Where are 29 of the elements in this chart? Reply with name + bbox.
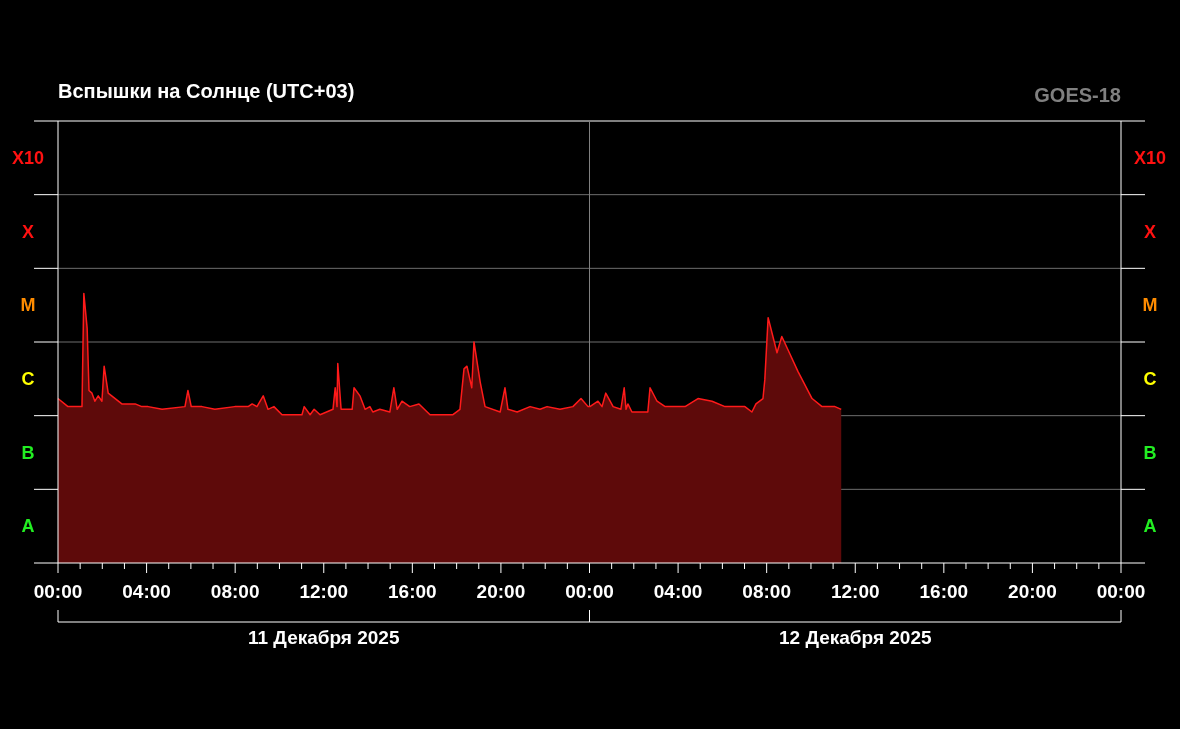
text: A bbox=[21, 516, 35, 537]
x-tick-label: 04:00 bbox=[122, 581, 171, 602]
x-tick-label: 16:00 bbox=[388, 581, 437, 602]
text: M bbox=[20, 295, 36, 316]
x-tick-label: 12:00 bbox=[299, 581, 349, 602]
text: X bbox=[21, 221, 35, 242]
text: C bbox=[21, 369, 35, 390]
text: C bbox=[1143, 369, 1157, 390]
chart-subtitle: GOES-18 bbox=[1034, 84, 1121, 106]
x-tick-label: 20:00 bbox=[476, 581, 526, 602]
chart-title: Вспышки на Солнце (UTC+03) bbox=[58, 80, 355, 102]
x-tick-label: 16:00 bbox=[919, 581, 969, 602]
text: X10 bbox=[11, 148, 45, 169]
x-tick-label: 08:00 bbox=[742, 581, 791, 602]
x-tick-label: 12:00 bbox=[830, 581, 880, 602]
text: B bbox=[1143, 442, 1157, 463]
text: 11 Декабря 2025 bbox=[248, 627, 400, 648]
x-tick-label: 00:00 bbox=[565, 581, 614, 602]
x-tick-label: 00:00 bbox=[1096, 581, 1146, 602]
text: X10 bbox=[1133, 148, 1167, 169]
text: 12 Декабря 2025 bbox=[778, 627, 932, 648]
x-tick-label: 20:00 bbox=[1008, 581, 1057, 602]
x-tick-label: 00:00 bbox=[33, 581, 83, 602]
x-tick-label: 08:00 bbox=[210, 581, 260, 602]
x-tick-label: 04:00 bbox=[653, 581, 703, 602]
text: A bbox=[1143, 516, 1157, 537]
text: B bbox=[21, 442, 35, 463]
text: X bbox=[1143, 221, 1157, 242]
text: M bbox=[1142, 295, 1158, 316]
